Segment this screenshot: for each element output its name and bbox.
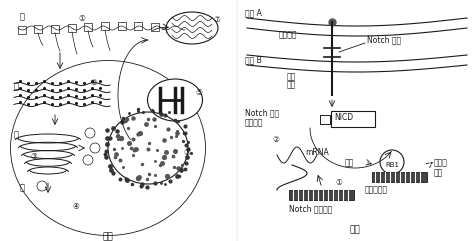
Text: ⑤: ⑤ bbox=[195, 88, 202, 97]
Text: Notch 分子: Notch 分子 bbox=[245, 108, 279, 117]
Text: NICD: NICD bbox=[334, 113, 353, 122]
Bar bbox=[134, 22, 142, 30]
Text: ③: ③ bbox=[30, 152, 37, 161]
Bar bbox=[320, 115, 330, 124]
Bar bbox=[18, 26, 26, 34]
Text: mRNA: mRNA bbox=[305, 148, 329, 157]
Text: Notch 分子基因: Notch 分子基因 bbox=[289, 204, 332, 213]
Text: 甲图: 甲图 bbox=[103, 232, 113, 241]
Text: 细胞 A: 细胞 A bbox=[245, 8, 262, 17]
Text: ②: ② bbox=[272, 135, 279, 144]
Text: ①: ① bbox=[78, 14, 85, 23]
Text: ④: ④ bbox=[72, 202, 79, 211]
Text: 细胞 B: 细胞 B bbox=[245, 55, 262, 64]
Text: ⑦: ⑦ bbox=[213, 15, 220, 24]
Text: 丙: 丙 bbox=[14, 130, 19, 139]
Bar bbox=[118, 22, 126, 30]
Text: RB1: RB1 bbox=[385, 162, 399, 168]
Text: 肝细胞: 肝细胞 bbox=[434, 158, 448, 167]
Circle shape bbox=[380, 150, 404, 174]
Ellipse shape bbox=[166, 12, 218, 44]
Text: 乙: 乙 bbox=[14, 82, 19, 91]
Bar bbox=[289, 190, 354, 200]
Text: 甲: 甲 bbox=[20, 12, 25, 21]
Text: 加工: 加工 bbox=[287, 80, 296, 89]
Bar bbox=[166, 24, 174, 33]
Text: ①: ① bbox=[335, 178, 342, 187]
Bar bbox=[68, 24, 76, 32]
Text: 丁: 丁 bbox=[20, 183, 25, 192]
Bar bbox=[151, 23, 159, 31]
Text: 乙图: 乙图 bbox=[350, 225, 360, 234]
Bar bbox=[34, 25, 42, 33]
Text: 癌基因激活: 癌基因激活 bbox=[365, 185, 388, 194]
Text: 前体蛋白: 前体蛋白 bbox=[245, 118, 264, 127]
Text: 增殖: 增殖 bbox=[434, 168, 443, 177]
Bar bbox=[372, 172, 427, 182]
Text: 转运: 转运 bbox=[287, 72, 296, 81]
Ellipse shape bbox=[147, 79, 202, 121]
Bar bbox=[84, 23, 92, 31]
Text: Notch 分子: Notch 分子 bbox=[367, 35, 401, 44]
Bar bbox=[51, 25, 59, 33]
Text: ③: ③ bbox=[183, 148, 190, 157]
Text: 促进: 促进 bbox=[345, 158, 354, 167]
Text: 信号分子: 信号分子 bbox=[279, 30, 298, 39]
Bar bbox=[101, 22, 109, 30]
Text: ②: ② bbox=[90, 78, 97, 87]
FancyBboxPatch shape bbox=[331, 111, 375, 127]
